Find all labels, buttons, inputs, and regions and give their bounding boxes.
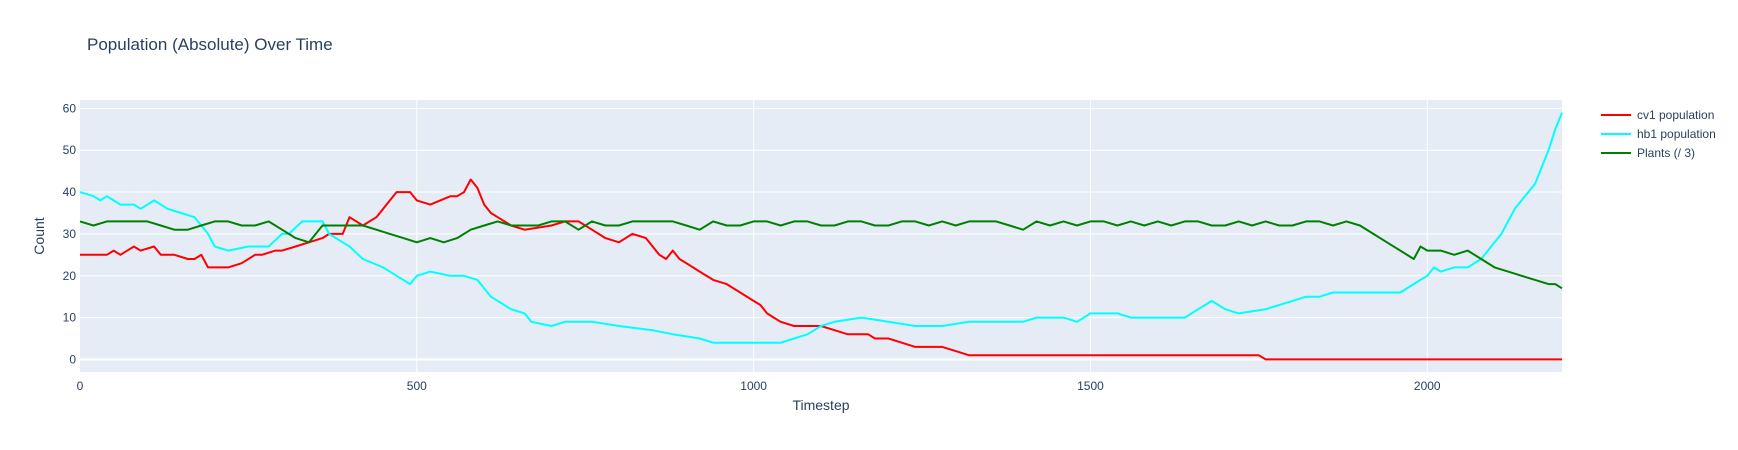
legend-label: cv1 population: [1637, 108, 1714, 122]
plants-3-line: [79, 220, 1563, 290]
y-tick-labels: 0 10 20 30 40 50 60: [63, 101, 77, 366]
hb1-population-line: [79, 112, 1563, 344]
x-tick-label: 0: [77, 379, 84, 393]
y-gridlines: [80, 107, 1562, 361]
cv1-population-line: [80, 178, 1562, 361]
y-tick-label: 30: [63, 227, 77, 241]
x-gridlines: [416, 100, 1428, 372]
x-tick-label: 500: [407, 379, 427, 393]
chart-title: Population (Absolute) Over Time: [87, 35, 333, 54]
x-tick-label: 2000: [1414, 379, 1441, 393]
y-tick-label: 60: [63, 101, 77, 115]
legend[interactable]: cv1 population hb1 population Plants (/ 3): [1601, 108, 1716, 160]
y-tick-label: 10: [63, 311, 77, 325]
legend-item-plants-3[interactable]: Plants (/ 3): [1601, 146, 1695, 160]
y-tick-label: 0: [69, 352, 76, 366]
y-tick-label: 40: [63, 185, 77, 199]
y-tick-label: 50: [63, 143, 77, 157]
legend-item-cv1-population[interactable]: cv1 population: [1601, 108, 1714, 122]
x-tick-label: 1500: [1077, 379, 1104, 393]
legend-label: hb1 population: [1637, 127, 1716, 141]
x-tick-labels: 0 500 1000 1500 2000: [77, 379, 1441, 393]
legend-item-hb1-population[interactable]: hb1 population: [1601, 127, 1716, 141]
plot-area: [80, 100, 1562, 372]
x-tick-label: 1000: [740, 379, 767, 393]
legend-label: Plants (/ 3): [1637, 146, 1695, 160]
series-lines: [79, 112, 1563, 361]
y-tick-label: 20: [63, 269, 77, 283]
x-axis-title: Timestep: [792, 397, 849, 413]
y-axis-title: Count: [31, 217, 47, 254]
